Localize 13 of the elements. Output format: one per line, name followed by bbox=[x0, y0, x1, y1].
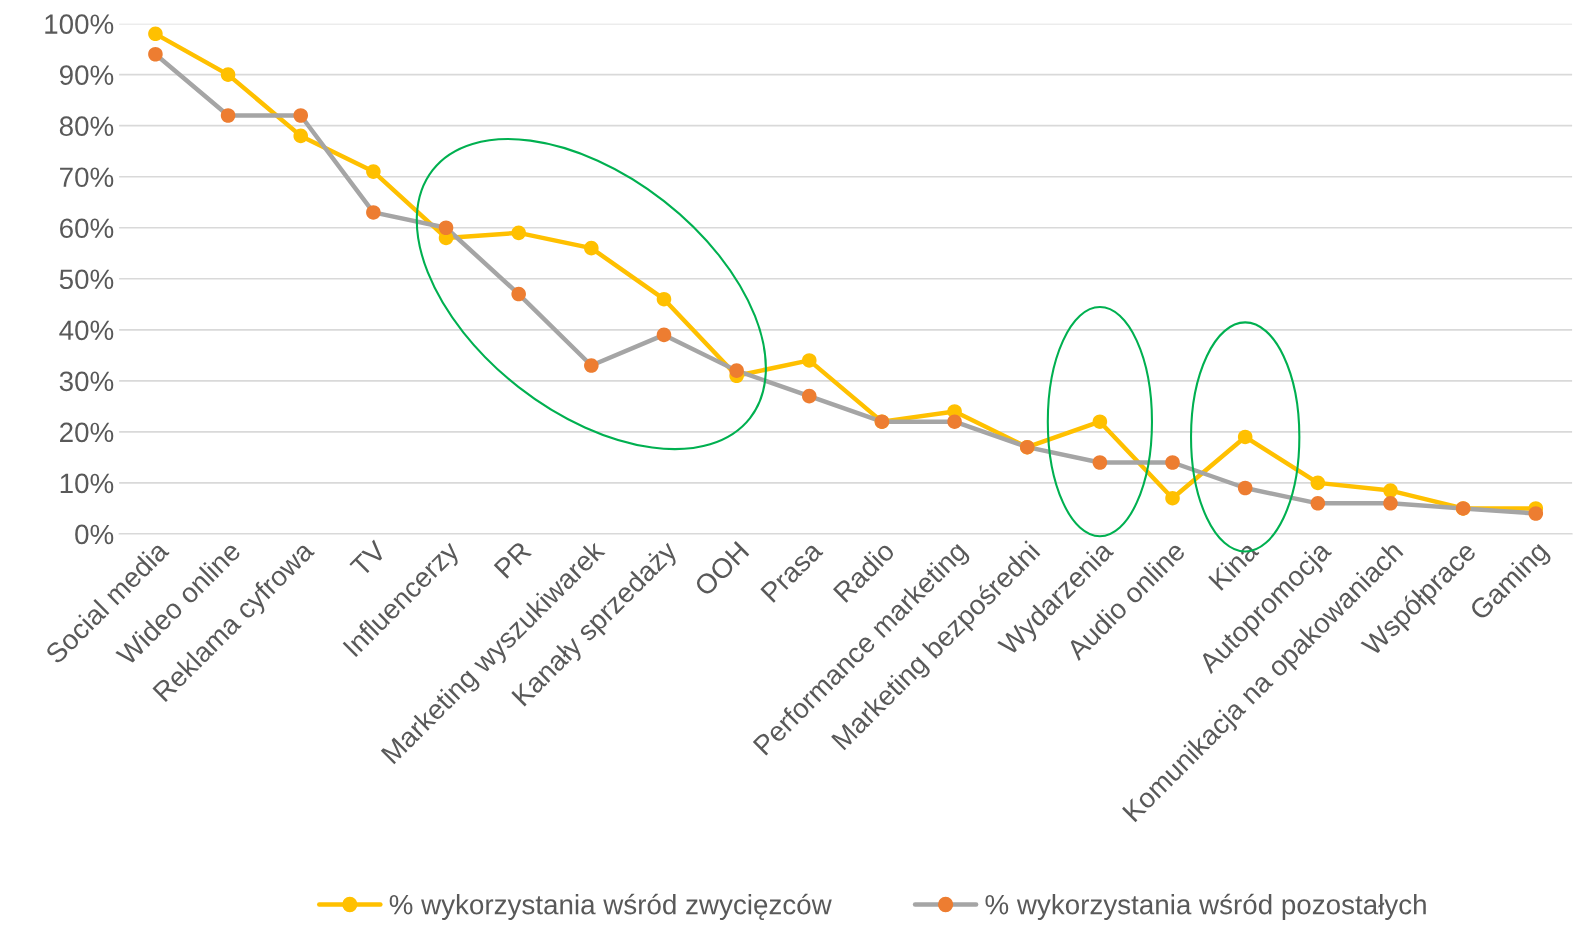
y-tick-label: 10% bbox=[60, 473, 114, 494]
y-tick-label: 30% bbox=[59, 371, 114, 392]
y-tick-label: 40% bbox=[59, 320, 114, 341]
y-tick-label: 100% bbox=[45, 14, 114, 34]
legend-label: % wykorzystania wśród pozostałych bbox=[985, 893, 1426, 920]
y-tick-label: 80% bbox=[59, 116, 114, 137]
y-tick-label: 70% bbox=[60, 167, 114, 188]
legend-label: % wykorzystania wśród zwycięzców bbox=[389, 893, 832, 920]
y-tick-label: 20% bbox=[60, 422, 114, 443]
y-tick-label: 60% bbox=[60, 218, 114, 239]
y-tick-label: 0% bbox=[75, 524, 114, 545]
y-tick-label: 50% bbox=[59, 269, 114, 290]
y-tick-label: 90% bbox=[59, 65, 114, 85]
